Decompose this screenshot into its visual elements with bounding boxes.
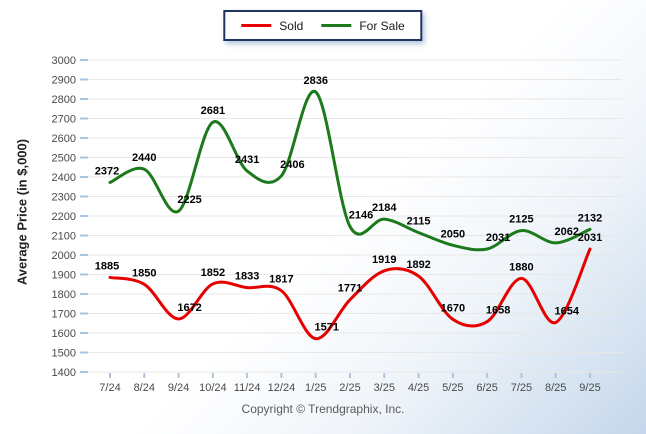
data-label: 1880 — [509, 261, 533, 273]
y-tick-label: 2800 — [52, 94, 76, 106]
y-tick-label: 2900 — [52, 75, 76, 87]
data-label: 1571 — [314, 322, 338, 334]
legend-item-sold: Sold — [241, 19, 303, 33]
y-tick-label: 1600 — [52, 328, 76, 340]
data-label: 1654 — [554, 305, 579, 317]
data-label: 2115 — [407, 216, 431, 228]
y-tick-label: 2000 — [52, 250, 76, 262]
y-tick-label: 2300 — [52, 192, 76, 204]
x-tick-label: 7/24 — [99, 382, 120, 394]
data-label: 2132 — [578, 212, 602, 224]
y-axis-title: Average Price (in $,000) — [14, 138, 30, 286]
red-line-swatch-icon — [241, 24, 272, 27]
series-line-for-sale — [108, 90, 592, 252]
data-label: 1672 — [177, 302, 201, 314]
x-tick-label: 3/25 — [374, 382, 395, 394]
y-tick-label: 1700 — [52, 309, 76, 321]
legend-label-sold: Sold — [279, 18, 304, 33]
legend-item-for-sale: For Sale — [321, 18, 405, 33]
legend: Sold For Sale — [223, 10, 423, 41]
y-tick-label: 2600 — [52, 133, 76, 145]
data-label: 1850 — [132, 267, 156, 279]
x-tick-label: 12/24 — [268, 382, 296, 394]
y-tick-label: 2700 — [52, 114, 76, 126]
y-tick-label: 1800 — [52, 289, 76, 301]
data-label: 2681 — [201, 105, 225, 117]
y-tick-label: 1500 — [52, 348, 76, 360]
data-label: 1817 — [269, 274, 293, 286]
data-label: 1658 — [486, 305, 510, 317]
data-label: 2406 — [280, 159, 304, 171]
x-tick-label: 8/25 — [545, 382, 566, 394]
data-label: 2836 — [303, 75, 327, 87]
x-tick-label: 9/25 — [579, 382, 600, 394]
data-label: 2031 — [578, 232, 602, 244]
data-label: 2062 — [554, 226, 578, 238]
y-tick-label: 1900 — [52, 270, 76, 282]
data-label: 1771 — [338, 283, 362, 295]
data-label: 2146 — [349, 210, 373, 222]
x-tick-label: 1/25 — [305, 382, 326, 394]
data-label: 2431 — [235, 154, 259, 166]
data-label: 2225 — [177, 194, 201, 206]
data-label: 2031 — [486, 232, 510, 244]
data-label: 1885 — [95, 260, 119, 272]
x-tick-label: 8/24 — [134, 382, 155, 394]
x-tick-label: 5/25 — [442, 382, 463, 394]
data-label: 1670 — [441, 302, 465, 314]
x-tick-label: 11/24 — [234, 382, 261, 394]
y-tick-label: 2200 — [52, 211, 76, 223]
data-label: 1852 — [201, 267, 225, 279]
y-tick-label: 2500 — [52, 153, 76, 165]
data-label: 2184 — [372, 202, 397, 214]
y-tick-label: 3000 — [52, 55, 76, 67]
x-tick-label: 9/24 — [168, 382, 189, 394]
green-line-swatch-icon — [321, 24, 352, 27]
data-label: 2372 — [95, 165, 119, 177]
x-tick-label: 2/25 — [339, 382, 360, 394]
data-label: 1833 — [235, 271, 259, 283]
x-tick-label: 4/25 — [408, 382, 429, 394]
series-line-sold — [108, 247, 592, 341]
data-label: 2125 — [509, 214, 533, 226]
y-tick-label: 1400 — [52, 367, 76, 379]
data-label: 1892 — [406, 259, 430, 271]
copyright-text: Copyright © Trendgraphix, Inc. — [241, 402, 405, 416]
x-tick-label: 10/24 — [199, 382, 227, 394]
x-tick-label: 7/25 — [511, 382, 532, 394]
y-tick-label: 2100 — [52, 231, 76, 243]
legend-label-for-sale: For Sale — [359, 18, 405, 33]
y-tick-label: 2400 — [52, 172, 76, 184]
data-label: 1919 — [372, 254, 396, 266]
x-tick-label: 6/25 — [476, 382, 497, 394]
data-label: 2440 — [132, 152, 156, 164]
data-label: 2050 — [441, 228, 465, 240]
